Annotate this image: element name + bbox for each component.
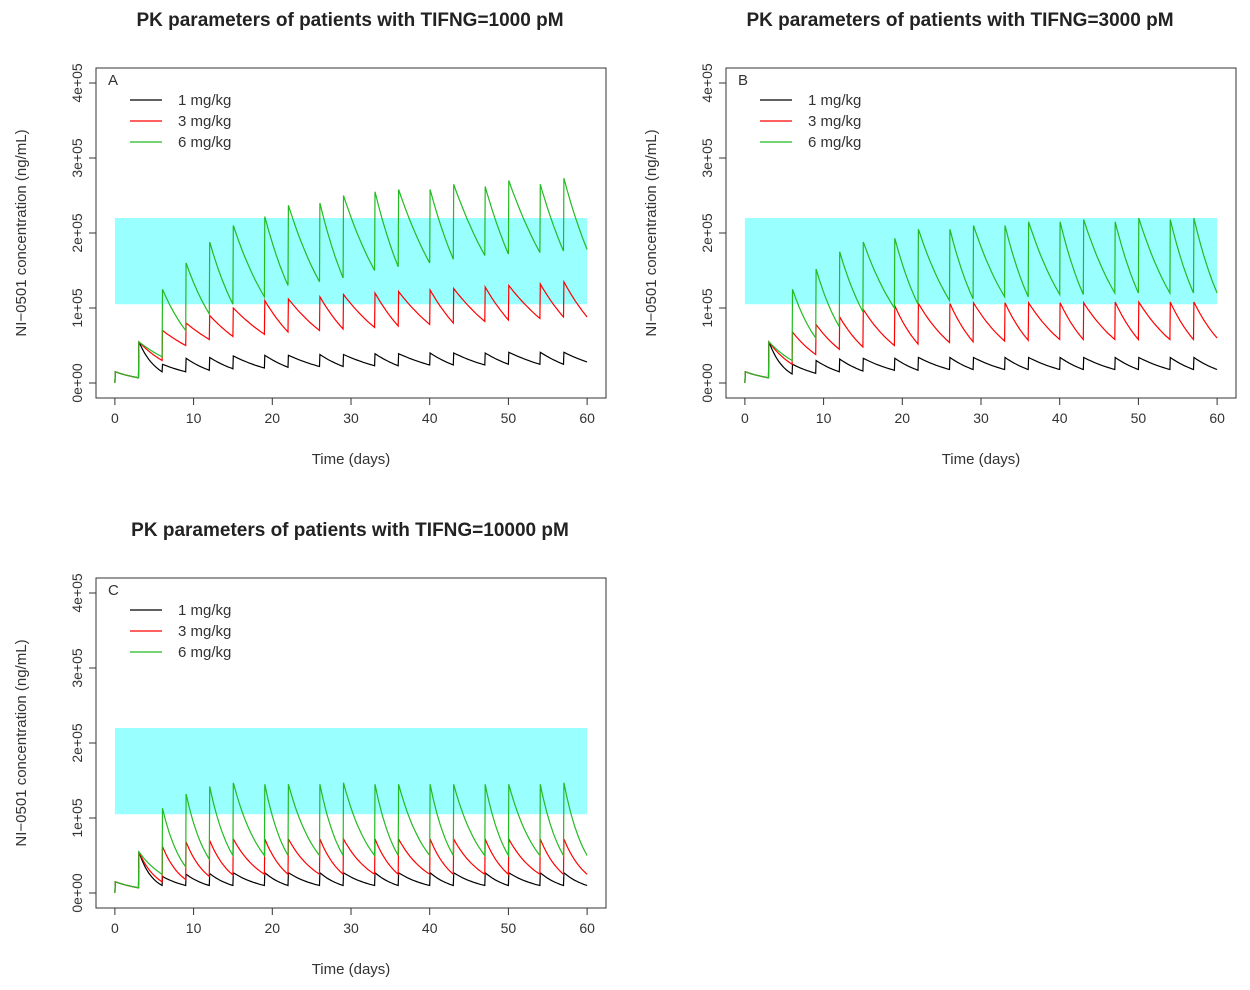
x-tick-label: 40 (422, 920, 438, 936)
x-tick-label: 10 (186, 920, 202, 936)
legend-label: 3 mg/kg (178, 113, 231, 130)
chart-title: PK parameters of patients with TIFNG=100… (131, 520, 569, 541)
legend-label: 6 mg/kg (178, 134, 231, 151)
series-line-3 (114, 782, 588, 894)
x-tick-label: 60 (579, 920, 595, 936)
y-tick-label: 0e+00 (699, 363, 715, 403)
chart-svg: 0 10 20 30 40 50 60 0e+00 1e+05 2e+05 3e+05 4e+05 Ti… (643, 63, 1237, 468)
x-axis-title: Time (days) (942, 451, 1021, 468)
x-tick-label: 10 (816, 410, 832, 426)
y-tick-label: 1e+05 (69, 798, 85, 838)
y-tick-label: 2e+05 (69, 213, 85, 253)
chart-title: PK parameters of patients with TIFNG=100… (136, 10, 564, 31)
series-line-3 (114, 178, 588, 384)
x-tick-label: 10 (186, 410, 202, 426)
series-line-2 (114, 279, 588, 384)
x-tick-label: 40 (1052, 410, 1068, 426)
y-tick-label: 4e+05 (69, 573, 85, 613)
y-tick-label: 3e+05 (699, 138, 715, 178)
chart-panel-a: PK parameters of patients with TIFNG=100… (0, 0, 620, 480)
series-line-1 (114, 341, 588, 384)
x-tick-label: 50 (501, 920, 517, 936)
x-tick-label: 30 (343, 410, 359, 426)
x-tick-label: 0 (111, 920, 119, 936)
x-tick-label: 20 (265, 920, 281, 936)
y-tick-label: 0e+00 (69, 873, 85, 913)
x-tick-label: 20 (895, 410, 911, 426)
x-tick-label: 60 (1209, 410, 1225, 426)
x-tick-label: 0 (741, 410, 749, 426)
series-line-3 (744, 217, 1218, 384)
panel-label: B (738, 72, 748, 89)
y-axis-title: NI−0501 concentration (ng/mL) (13, 639, 30, 846)
chart-svg: 0 10 20 30 40 50 60 0e+00 1e+05 2e+05 3e+05 4e+05 Ti… (13, 63, 607, 468)
y-axis-title: NI−0501 concentration (ng/mL) (13, 129, 30, 336)
y-tick-label: 4e+05 (699, 63, 715, 103)
x-tick-label: 0 (111, 410, 119, 426)
chart-title: PK parameters of patients with TIFNG=300… (746, 10, 1174, 31)
y-tick-label: 1e+05 (69, 288, 85, 328)
y-tick-label: 3e+05 (69, 138, 85, 178)
legend-label: 1 mg/kg (178, 92, 231, 109)
y-tick-label: 3e+05 (69, 648, 85, 688)
y-tick-label: 4e+05 (69, 63, 85, 103)
x-axis-title: Time (days) (312, 961, 391, 978)
y-tick-label: 0e+00 (69, 363, 85, 403)
x-tick-label: 30 (973, 410, 989, 426)
chart-panel-c: PK parameters of patients with TIFNG=100… (0, 510, 620, 990)
series-line-2 (114, 836, 588, 894)
legend-label: 3 mg/kg (178, 623, 231, 640)
y-axis-title: NI−0501 concentration (ng/mL) (643, 129, 660, 336)
x-tick-label: 50 (1131, 410, 1147, 426)
panel-label: C (108, 582, 119, 599)
y-tick-label: 2e+05 (699, 213, 715, 253)
legend-label: 1 mg/kg (178, 602, 231, 619)
series-line-2 (744, 299, 1218, 384)
chart-svg: 0 10 20 30 40 50 60 0e+00 1e+05 2e+05 3e+05 4e+05 Ti… (13, 573, 607, 978)
x-tick-label: 40 (422, 410, 438, 426)
legend-label: 6 mg/kg (808, 134, 861, 151)
panel-label: A (108, 72, 118, 89)
series-line-1 (114, 851, 588, 894)
y-tick-label: 2e+05 (69, 723, 85, 763)
legend-label: 6 mg/kg (178, 644, 231, 661)
x-tick-label: 50 (501, 410, 517, 426)
y-tick-label: 1e+05 (699, 288, 715, 328)
x-tick-label: 60 (579, 410, 595, 426)
x-tick-label: 30 (343, 920, 359, 936)
legend-label: 1 mg/kg (808, 92, 861, 109)
series-line-1 (744, 341, 1218, 384)
legend-label: 3 mg/kg (808, 113, 861, 130)
chart-panel-b: PK parameters of patients with TIFNG=300… (630, 0, 1250, 480)
x-axis-title: Time (days) (312, 451, 391, 468)
x-tick-label: 20 (265, 410, 281, 426)
